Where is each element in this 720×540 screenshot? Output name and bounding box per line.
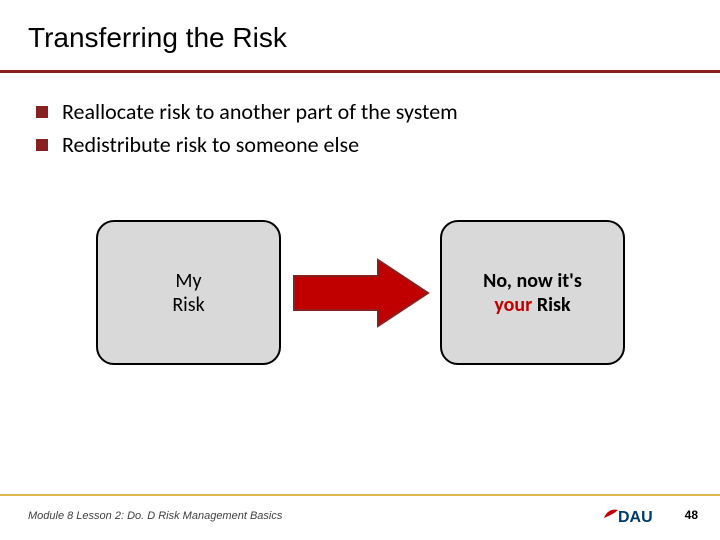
bullet-text: Redistribute risk to someone else [62,131,359,160]
bullet-list: Reallocate risk to another part of the s… [36,98,676,163]
bullet-item: Reallocate risk to another part of the s… [36,98,676,127]
box-line: Risk [172,293,204,317]
box-line: No, now it's [483,269,582,293]
dau-logo-icon: DAU [602,504,664,526]
transfer-arrow-icon [292,258,430,328]
box-line: Risk [537,293,571,317]
footer-divider [0,494,720,496]
title-underline [0,70,720,73]
your-risk-box: No, now it's your Risk [440,220,625,365]
bullet-marker-icon [36,139,48,151]
slide: Transferring the Risk Reallocate risk to… [0,0,720,540]
footer-text: Module 8 Lesson 2: Do. D Risk Management… [28,510,282,522]
transfer-diagram: My Risk No, now it's your Risk [0,220,720,400]
page-number: 48 [685,508,698,522]
bullet-marker-icon [36,106,48,118]
bullet-text: Reallocate risk to another part of the s… [62,98,458,127]
svg-text:DAU: DAU [618,509,653,526]
slide-title: Transferring the Risk [28,22,287,54]
box-line: My [175,269,201,293]
my-risk-box: My Risk [96,220,281,365]
bullet-item: Redistribute risk to someone else [36,131,676,160]
box-emph: your [494,293,532,317]
